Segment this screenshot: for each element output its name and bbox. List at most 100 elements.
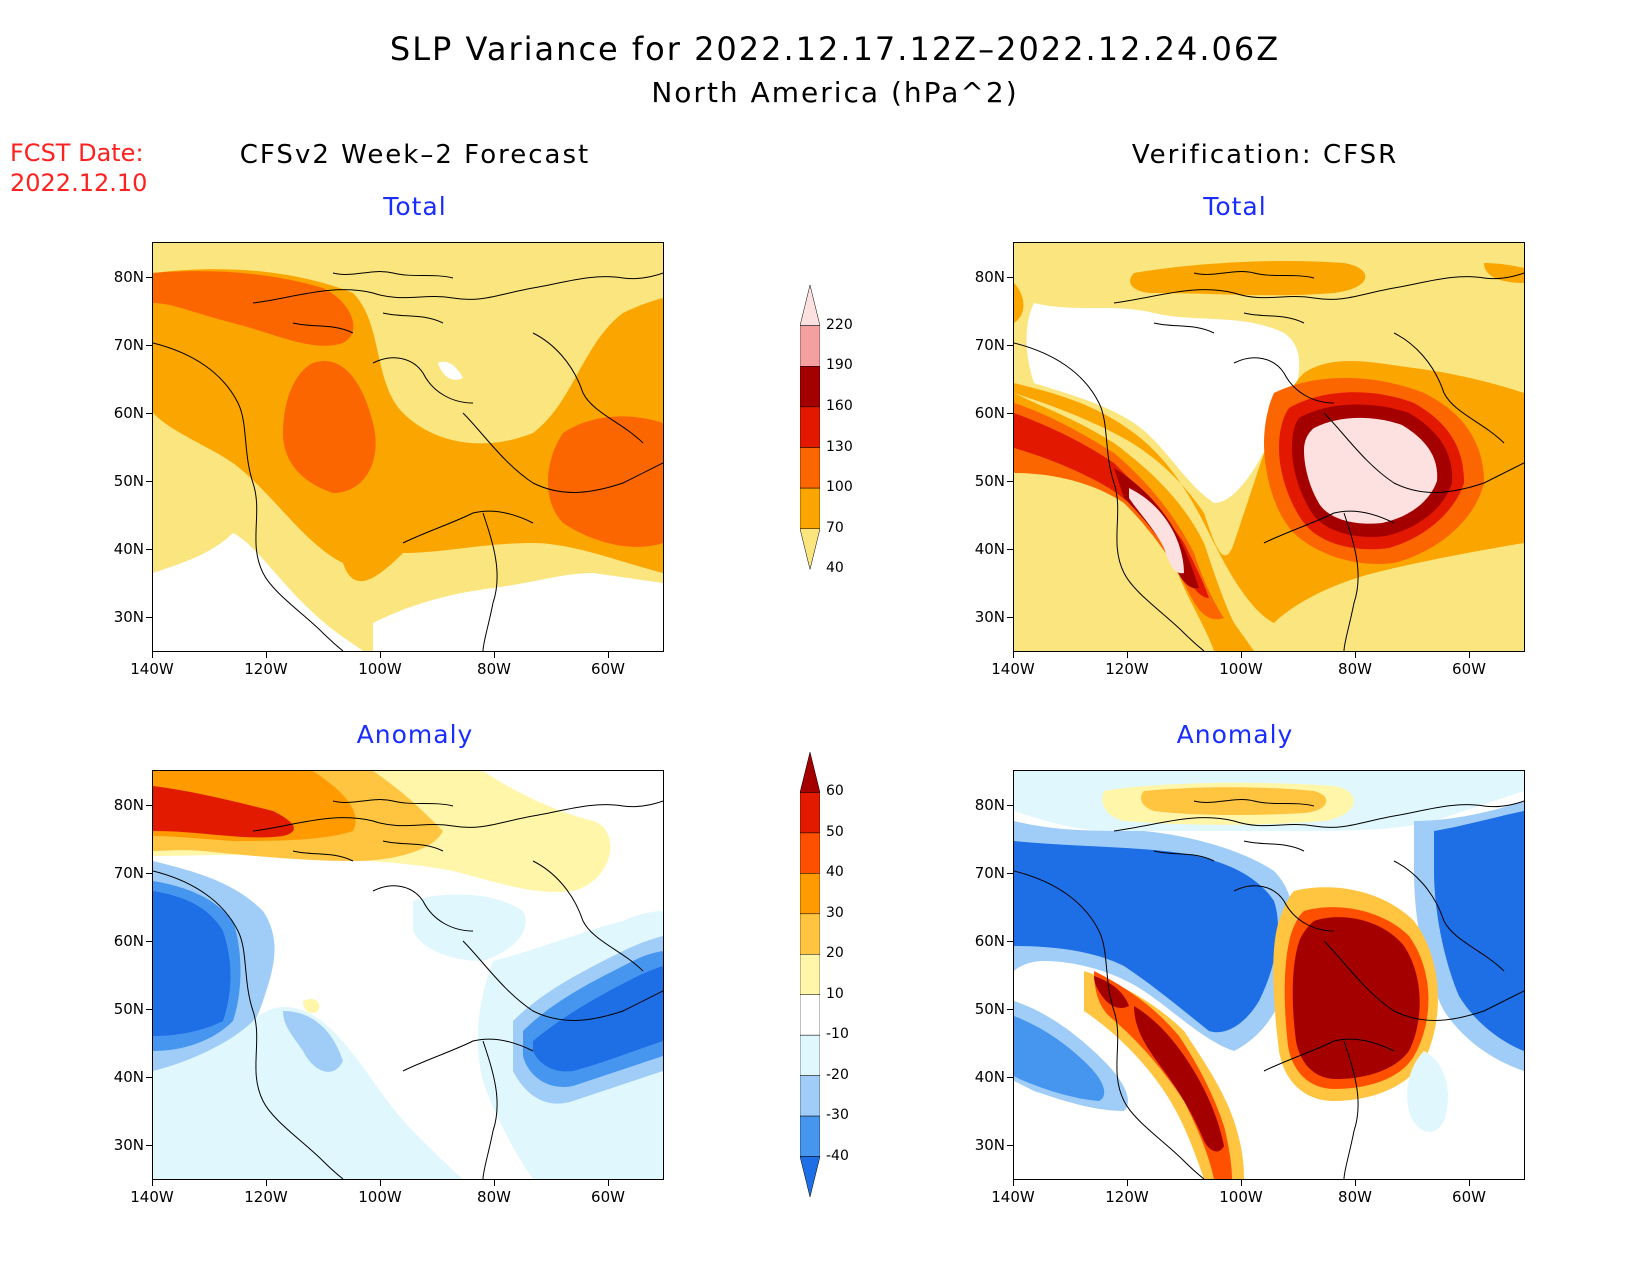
lat-label: 50N [113,1000,144,1018]
lat-tick [1007,873,1013,874]
map-forecast-total-field [153,243,663,651]
lon-tick [152,652,153,658]
lon-label: 100W [1219,660,1263,678]
lat-label: 60N [974,404,1005,422]
colorbar-swatch [799,366,821,408]
lon-label: 80W [477,660,511,678]
colorbar-label: 100 [826,479,853,496]
colorbar-arrow-top [799,284,821,326]
lon-label: 120W [1105,1188,1149,1206]
lon-label: 120W [244,660,288,678]
lat-tick [146,941,152,942]
colorbar-total [799,284,821,610]
map-verification-total [1013,242,1525,652]
lat-tick [1007,277,1013,278]
lat-tick [146,277,152,278]
lat-tick [1007,805,1013,806]
colorbar-label: -40 [826,1147,849,1164]
lon-tick [494,652,495,658]
colorbar-swatch [799,1115,821,1157]
lon-label: 120W [244,1188,288,1206]
colorbar-label: 10 [826,985,844,1002]
lon-label: 80W [477,1188,511,1206]
lat-label: 30N [113,1136,144,1154]
map-verification-anomaly [1013,770,1525,1180]
colorbar-swatch [799,913,821,955]
colorbar-swatch [799,873,821,915]
colorbar-label: -10 [826,1026,849,1043]
lat-tick [1007,617,1013,618]
lat-label: 50N [974,1000,1005,1018]
map-verification-total-field [1014,243,1524,651]
colorbar-label: 130 [826,438,853,455]
colorbar-swatch [799,487,821,529]
colorbar-label: -20 [826,1066,849,1083]
lon-label: 60W [1452,1188,1486,1206]
lon-tick [380,652,381,658]
lat-tick [1007,549,1013,550]
lat-tick [146,481,152,482]
lat-tick [146,1077,152,1078]
colorbar-swatch [799,447,821,489]
map-forecast-total [152,242,664,652]
lat-label: 30N [974,1136,1005,1154]
lon-tick [266,652,267,658]
lat-tick [146,345,152,346]
lat-label: 50N [113,472,144,490]
lat-label: 30N [974,608,1005,626]
lat-label: 80N [974,268,1005,286]
colorbar-swatch [799,792,821,834]
lat-label: 40N [113,540,144,558]
colorbar-label: 160 [826,397,853,414]
lon-label: 100W [358,660,402,678]
lon-label: 140W [991,1188,1035,1206]
lon-tick [1013,1180,1014,1186]
lat-tick [1007,413,1013,414]
lon-tick [1013,652,1014,658]
lon-tick [608,1180,609,1186]
column-title-forecast: CFSv2 Week–2 Forecast [239,140,591,170]
lon-tick [1127,1180,1128,1186]
lon-label: 60W [591,1188,625,1206]
colorbar-label: 190 [826,357,853,374]
map-verification-anomaly-field [1014,771,1524,1179]
lat-label: 80N [113,268,144,286]
lon-tick [1469,1180,1470,1186]
lat-label: 50N [974,472,1005,490]
lon-tick [1241,1180,1242,1186]
column-title-verification: Verification: CFSR [1131,140,1399,170]
colorbar-swatch [799,994,821,1036]
colorbar-label: -30 [826,1107,849,1124]
lat-label: 40N [974,1068,1005,1086]
panel-title-forecast-anomaly: Anomaly [356,720,474,749]
lat-tick [1007,345,1013,346]
map-forecast-anomaly-field [153,771,663,1179]
fcst-date-block: FCST Date: 2022.12.10 [10,138,147,198]
lon-label: 100W [358,1188,402,1206]
colorbar-swatch [799,954,821,995]
colorbar-label: 40 [826,560,844,577]
lon-label: 60W [591,660,625,678]
lat-label: 80N [974,796,1005,814]
lat-label: 60N [113,404,144,422]
lat-tick [146,805,152,806]
main-subtitle: North America (hPa^2) [651,76,1019,109]
lon-tick [494,1180,495,1186]
lon-tick [1127,652,1128,658]
main-title: SLP Variance for 2022.12.17.12Z–2022.12.… [389,30,1281,68]
colorbar-label: 60 [826,783,844,800]
colorbar-swatch [799,406,821,448]
colorbar-label: 30 [826,904,844,921]
lat-tick [1007,1077,1013,1078]
colorbar-anomaly [799,751,821,1198]
lat-tick [146,617,152,618]
lon-label: 80W [1338,1188,1372,1206]
colorbar-label: 70 [826,519,844,536]
colorbar-label: 20 [826,945,844,962]
lat-label: 60N [113,932,144,950]
lon-tick [1355,652,1356,658]
lon-label: 100W [1219,1188,1263,1206]
lat-tick [1007,941,1013,942]
lon-tick [1355,1180,1356,1186]
lat-tick [1007,481,1013,482]
